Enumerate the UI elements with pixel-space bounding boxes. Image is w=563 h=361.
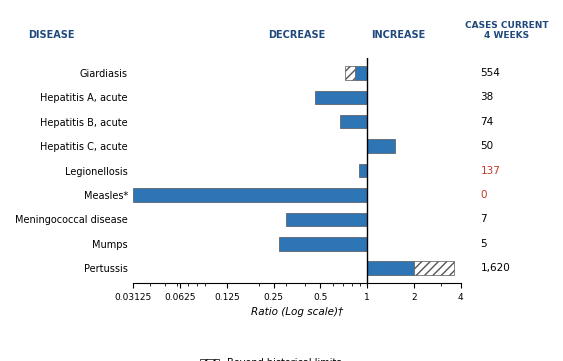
Bar xyxy=(359,164,367,177)
Text: 5: 5 xyxy=(480,239,487,249)
Text: CASES CURRENT
4 WEEKS: CASES CURRENT 4 WEEKS xyxy=(465,21,548,40)
Text: 50: 50 xyxy=(480,141,494,151)
X-axis label: Ratio (Log scale)†: Ratio (Log scale)† xyxy=(251,307,343,317)
Bar xyxy=(286,213,367,226)
Text: DISEASE: DISEASE xyxy=(29,30,75,40)
Bar xyxy=(340,115,367,129)
Text: 554: 554 xyxy=(480,68,501,78)
Bar xyxy=(355,66,367,80)
Text: DECREASE: DECREASE xyxy=(269,30,325,40)
Text: 0: 0 xyxy=(480,190,487,200)
Text: 38: 38 xyxy=(480,92,494,103)
Text: 1,620: 1,620 xyxy=(480,263,510,273)
Text: 74: 74 xyxy=(480,117,494,127)
Bar xyxy=(315,91,367,104)
Bar xyxy=(367,139,395,153)
Bar xyxy=(345,66,355,80)
Bar xyxy=(367,261,414,275)
Bar xyxy=(279,237,367,251)
Text: 7: 7 xyxy=(480,214,487,225)
Legend: Beyond historical limits: Beyond historical limits xyxy=(196,355,346,361)
Text: 137: 137 xyxy=(480,166,501,175)
Bar xyxy=(133,188,367,202)
Text: INCREASE: INCREASE xyxy=(372,30,426,40)
Bar xyxy=(414,261,454,275)
